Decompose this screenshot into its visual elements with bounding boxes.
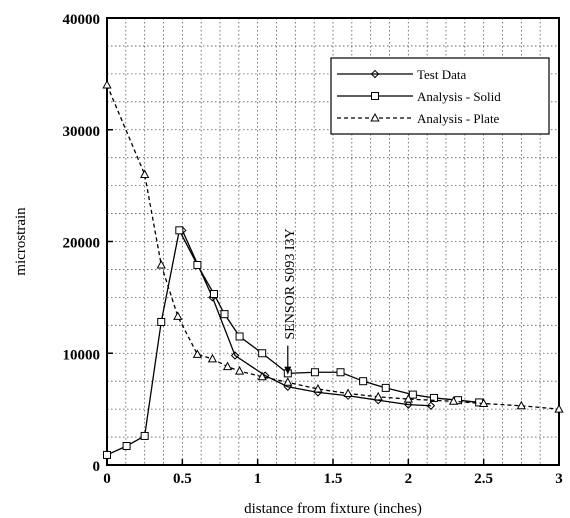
data-point-triangle [448, 396, 459, 405]
data-point-triangle [192, 349, 203, 358]
axis-ticks: 0 0.5 1 1.5 2 2.5 3 0 10000 20000 30000 40000 [63, 12, 563, 487]
series-analysis-plate [102, 80, 564, 413]
data-point-square [103, 450, 111, 459]
series-line [181, 230, 431, 407]
x-tick-label: 0.5 [173, 471, 192, 487]
legend-label: Test Data [417, 67, 466, 82]
data-point-square [336, 368, 345, 377]
data-point-triangle [173, 311, 183, 320]
x-tick-label: 2.5 [474, 471, 493, 487]
sensor-annotation: SENSOR S093 I3Y [283, 228, 298, 375]
data-point-square [140, 431, 149, 440]
y-tick-label: 0 [93, 459, 101, 475]
data-point-square [157, 317, 166, 326]
x-tick-label: 1 [254, 471, 262, 487]
data-point-square [258, 349, 267, 358]
data-point-triangle [102, 80, 112, 89]
series-line [106, 84, 560, 410]
data-point-diamond [230, 351, 240, 360]
series-layer [102, 80, 564, 459]
data-point-triangle [222, 361, 233, 371]
data-point-triangle [207, 353, 218, 363]
data-point-triangle [554, 404, 564, 413]
data-point-square [122, 442, 131, 451]
y-tick-label: 30000 [63, 124, 101, 140]
y-tick-label: 40000 [63, 12, 101, 28]
x-tick-label: 1.5 [324, 471, 343, 487]
data-point-square [381, 383, 390, 392]
data-point-square [175, 226, 184, 235]
x-axis-label: distance from fixture (inches) [244, 501, 422, 517]
data-point-square [220, 310, 229, 319]
data-point-diamond [370, 69, 380, 79]
data-point-triangle [313, 383, 323, 393]
data-point-triangle [516, 400, 526, 410]
series-test-data [178, 226, 436, 410]
data-point-square [235, 332, 244, 341]
y-tick-label: 20000 [63, 236, 101, 252]
data-point-square [359, 377, 368, 386]
x-tick-label: 0 [103, 471, 111, 487]
data-point-square [371, 92, 379, 100]
data-point-triangle [479, 398, 489, 408]
annotation-arrow-head [284, 366, 292, 375]
x-tick-label: 3 [555, 471, 563, 487]
annotation-text: SENSOR S093 I3Y [283, 228, 298, 339]
data-point-square [193, 260, 202, 269]
y-tick-label: 10000 [63, 347, 101, 363]
data-point-square [408, 390, 417, 399]
data-point-triangle [257, 371, 267, 381]
data-point-diamond [426, 401, 436, 410]
data-point-diamond [404, 400, 413, 409]
data-point-triangle [343, 388, 353, 397]
legend: Test Data Analysis - Solid Analysis - Plat… [330, 57, 550, 135]
data-point-triangle [283, 377, 293, 386]
data-point-triangle [234, 366, 245, 375]
legend-label: Analysis - Solid [417, 89, 501, 104]
y-axis-label: microstrain [13, 207, 29, 276]
data-point-square [429, 393, 438, 402]
data-point-square [310, 368, 319, 377]
data-point-triangle [140, 169, 150, 178]
data-point-square [209, 290, 218, 299]
data-point-triangle [373, 391, 383, 401]
x-tick-label: 2 [405, 471, 413, 487]
data-point-triangle [156, 259, 166, 269]
data-point-triangle [403, 394, 413, 403]
gridlines [107, 18, 559, 465]
data-point-triangle [370, 112, 380, 122]
legend-label: Analysis - Plate [417, 111, 500, 126]
